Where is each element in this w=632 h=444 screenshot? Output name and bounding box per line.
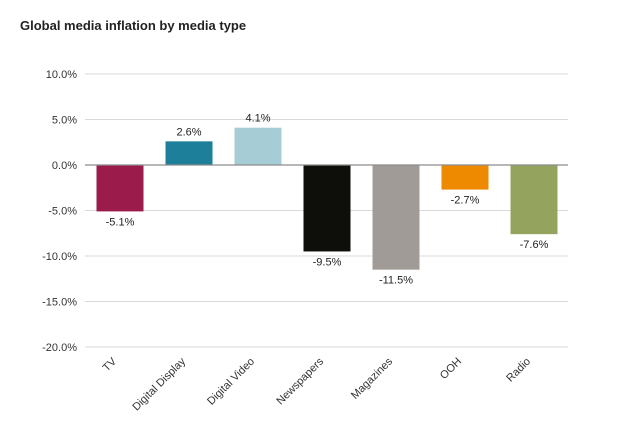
bar bbox=[372, 165, 420, 270]
data-label: -9.5% bbox=[313, 256, 342, 268]
data-label: 4.1% bbox=[245, 113, 270, 125]
x-tick-label: Digital Display bbox=[130, 355, 188, 413]
y-tick-label: -10.0% bbox=[42, 251, 77, 263]
data-label: -5.1% bbox=[106, 216, 135, 228]
x-tick-label: TV bbox=[101, 355, 120, 374]
chart-title: Global media inflation by media type bbox=[20, 18, 247, 33]
x-tick-label: Digital Video bbox=[205, 356, 257, 408]
bar bbox=[510, 165, 558, 235]
bar bbox=[234, 127, 282, 165]
x-tick-label: OOH bbox=[438, 356, 464, 382]
data-label: -7.6% bbox=[520, 239, 549, 251]
data-label: -11.5% bbox=[379, 275, 413, 287]
y-tick-label: 0.0% bbox=[52, 160, 77, 172]
y-tick-label: 10.0% bbox=[46, 69, 77, 81]
bar bbox=[96, 165, 144, 212]
x-tick-label: Radio bbox=[504, 356, 533, 385]
x-tick-label: Newspapers bbox=[274, 355, 326, 407]
bar bbox=[441, 165, 489, 190]
bar bbox=[165, 141, 213, 165]
y-tick-label: -5.0% bbox=[48, 206, 77, 218]
y-tick-label: -15.0% bbox=[42, 297, 77, 309]
data-label: 2.6% bbox=[176, 126, 201, 138]
x-tick-label: Magazines bbox=[349, 355, 395, 401]
bar bbox=[303, 165, 351, 252]
y-tick-label: 5.0% bbox=[52, 115, 77, 127]
y-tick-label: -20.0% bbox=[42, 342, 77, 354]
data-label: -2.7% bbox=[451, 195, 480, 207]
